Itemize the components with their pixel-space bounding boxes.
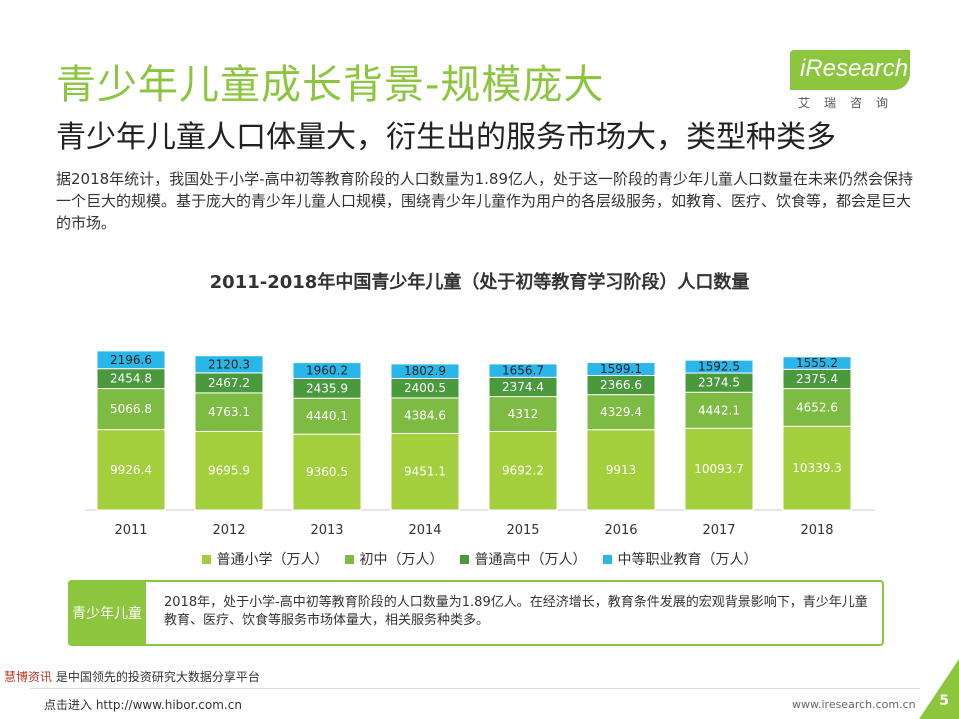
watermark-text: 是中国领先的投资研究大数据分享平台	[55, 670, 260, 684]
bar-2015-series-1	[488, 396, 558, 432]
legend-swatch-senior	[459, 554, 469, 564]
x-tick-label-2017: 2017	[702, 523, 735, 538]
intro-paragraph: 据2018年统计，我国处于小学-高中初等教育阶段的人口数量为1.89亿人，处于这…	[56, 170, 913, 232]
x-tick-label-2013: 2013	[310, 523, 343, 538]
data-label-2018-series-1: 4652.6	[796, 400, 838, 414]
bar-2015-series-0	[488, 430, 558, 511]
legend-swatch-vocational	[602, 554, 612, 564]
data-label-2016-series-2: 2366.6	[600, 378, 642, 392]
bar-2011-series-3	[96, 350, 166, 370]
bar-2011-series-1	[96, 388, 166, 431]
data-label-2014-series-1: 4384.6	[404, 409, 446, 423]
bar-2014-series-0	[390, 432, 460, 511]
data-label-2011-series-0: 9926.4	[110, 463, 152, 477]
data-label-2014-series-3: 1802.9	[404, 364, 446, 378]
data-label-2015-series-2: 2374.4	[502, 380, 544, 394]
summary-tag: 青少年儿童	[68, 580, 146, 646]
stacked-bar-chart: 9926.4 5066.8 2454.8 2196.6 2011 9695.9 4763.1…	[85, 350, 875, 538]
bar-2016-series-1	[586, 394, 656, 431]
x-tick-label-2018: 2018	[800, 523, 833, 538]
data-label-2011-series-2: 2454.8	[110, 372, 152, 386]
x-tick-label-2011: 2011	[114, 523, 147, 538]
data-label-2011-series-3: 2196.6	[110, 353, 152, 367]
bar-2013-series-3	[292, 362, 362, 379]
page-number: 5	[939, 693, 949, 709]
bar-2018-series-0	[782, 425, 852, 511]
data-label-2017-series-0: 10093.7	[694, 462, 744, 476]
x-tick-label-2012: 2012	[212, 523, 245, 538]
logo-text: iResearch	[800, 55, 909, 82]
bar-2017-series-3	[684, 359, 754, 374]
legend-swatch-junior	[344, 554, 354, 564]
summary-box: 青少年儿童 2018年，处于小学-高中初等教育阶段的人口数量为1.89亿人。在经…	[68, 580, 884, 646]
bar-2018-series-3	[782, 356, 852, 370]
bar-2014-series-3	[390, 363, 460, 379]
summary-text: 2018年，处于小学-高中初等教育阶段的人口数量为1.89亿人。在经济增长，教育…	[164, 595, 868, 628]
page-title: 青少年儿童成长背景-规模庞大	[56, 62, 605, 108]
bar-2018-series-1	[782, 388, 852, 427]
chart-legend: 普通小学（万人） 初中（万人） 普通高中（万人） 中等职业教育（万人）	[0, 549, 959, 569]
data-label-2013-series-1: 4440.1	[306, 409, 348, 423]
legend-label-primary: 普通小学（万人）	[216, 552, 329, 568]
data-label-2014-series-2: 2400.5	[404, 381, 446, 395]
data-label-2018-series-3: 1555.2	[796, 356, 838, 370]
data-label-2015-series-1: 4312	[508, 407, 539, 421]
data-label-2013-series-0: 9360.5	[306, 465, 348, 479]
bar-2012-series-0	[194, 430, 264, 511]
bar-2017-series-0	[684, 427, 754, 511]
legend-item-vocational: 中等职业教育（万人）	[602, 549, 758, 569]
watermark-brand: 慧博资讯	[4, 670, 53, 684]
legend-label-junior: 初中（万人）	[359, 552, 444, 568]
data-label-2016-series-0: 9913	[606, 463, 637, 477]
data-label-2016-series-1: 4329.4	[600, 405, 642, 419]
legend-label-senior: 普通高中（万人）	[474, 552, 587, 568]
watermark-line-1: 慧博资讯 是中国领先的投资研究大数据分享平台	[4, 668, 260, 685]
chart-title: 2011-2018年中国青少年儿童（处于初等教育学习阶段）人口数量	[209, 272, 750, 293]
data-label-2015-series-3: 1656.7	[502, 364, 544, 378]
data-label-2016-series-3: 1599.1	[600, 362, 642, 376]
legend-swatch-primary	[201, 554, 211, 564]
data-label-2012-series-2: 2467.2	[208, 376, 250, 390]
data-label-2015-series-0: 9692.2	[502, 464, 544, 478]
watermark-link[interactable]: 点击进入 http://www.hibor.com.cn	[44, 698, 242, 712]
data-label-2012-series-0: 9695.9	[208, 464, 250, 478]
bar-2016-series-3	[586, 362, 656, 376]
bar-2017-series-1	[684, 391, 754, 429]
data-label-2012-series-3: 2120.3	[208, 357, 250, 371]
bar-2015-series-3	[488, 363, 558, 378]
x-tick-label-2015: 2015	[506, 523, 539, 538]
footer-divider	[30, 688, 920, 689]
bar-2013-series-1	[292, 397, 362, 435]
bar-2016-series-0	[586, 429, 656, 511]
legend-item-senior: 普通高中（万人）	[459, 549, 587, 569]
page-subtitle: 青少年儿童人口体量大，衍生出的服务市场大，类型种类多	[56, 120, 836, 155]
logo-badge	[790, 50, 910, 90]
legend-label-vocational: 中等职业教育（万人）	[617, 552, 758, 568]
data-label-2013-series-2: 2435.9	[306, 381, 348, 395]
data-label-2018-series-0: 10339.3	[792, 461, 842, 475]
data-label-2017-series-3: 1592.5	[698, 360, 740, 374]
corner-decoration	[919, 659, 959, 719]
data-label-2012-series-1: 4763.1	[208, 405, 250, 419]
data-label-2018-series-2: 2375.4	[796, 372, 838, 386]
logo-cn-text: 艾瑞咨询	[798, 96, 903, 110]
bar-2012-series-3	[194, 355, 264, 374]
data-label-2017-series-1: 4442.1	[698, 403, 740, 417]
x-tick-label-2014: 2014	[408, 523, 441, 538]
bar-2012-series-1	[194, 392, 264, 432]
x-tick-label-2016: 2016	[604, 523, 637, 538]
data-label-2014-series-0: 9451.1	[404, 465, 446, 479]
data-label-2011-series-1: 5066.8	[110, 402, 152, 416]
bar-2011-series-0	[96, 429, 166, 511]
footer-url: www.iresearch.com.cn	[792, 698, 916, 711]
iresearch-logo: iResearch 艾瑞咨询	[790, 50, 915, 110]
legend-item-junior: 初中（万人）	[344, 549, 444, 569]
legend-item-primary: 普通小学（万人）	[201, 549, 329, 569]
data-label-2017-series-2: 2374.5	[698, 376, 740, 390]
bar-2013-series-0	[292, 433, 362, 511]
data-label-2013-series-3: 1960.2	[306, 364, 348, 378]
